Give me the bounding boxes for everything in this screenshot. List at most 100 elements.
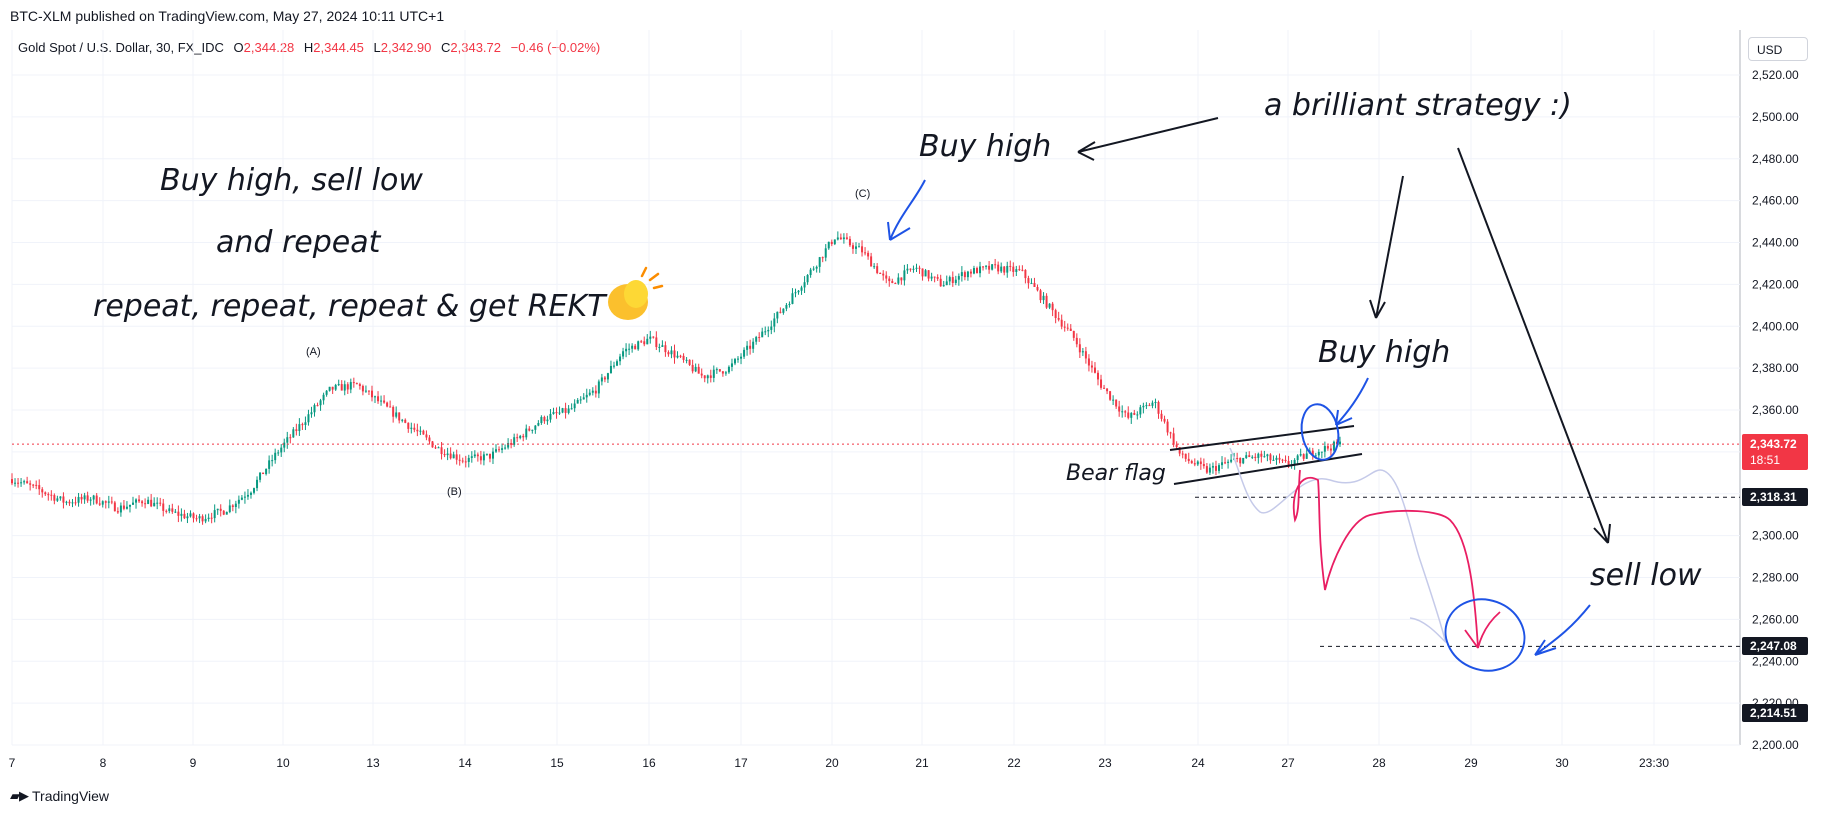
candle-body bbox=[337, 384, 340, 386]
candle-body bbox=[1314, 455, 1317, 457]
candle-body bbox=[1275, 457, 1278, 460]
candle-body bbox=[1254, 456, 1257, 458]
candle-body bbox=[1000, 266, 1003, 272]
candle-body bbox=[1139, 407, 1142, 415]
candle-body bbox=[634, 345, 637, 350]
candle-body bbox=[909, 268, 912, 270]
candle-body bbox=[870, 256, 873, 267]
candle-body bbox=[1260, 453, 1263, 457]
candle-body bbox=[718, 369, 721, 372]
candle-body bbox=[851, 245, 854, 249]
candle-body bbox=[86, 495, 89, 501]
current-price-badge: 2,343.72 18:51 bbox=[1742, 434, 1808, 470]
candle-body bbox=[17, 482, 20, 484]
candle-body bbox=[228, 505, 231, 512]
currency-button[interactable]: USD bbox=[1748, 37, 1808, 61]
high-value: 2,344.45 bbox=[313, 40, 364, 55]
footer-brand-label: TradingView bbox=[32, 788, 110, 804]
candle-body bbox=[482, 454, 485, 461]
wave-label-b[interactable]: (B) bbox=[447, 486, 462, 498]
annotation-buy-high-2[interactable]: Buy high bbox=[1318, 335, 1450, 370]
footer-brand[interactable]: ▰▶ TradingView bbox=[10, 788, 109, 804]
wave-label-c[interactable]: (C) bbox=[855, 188, 870, 200]
time-tick-label: 17 bbox=[734, 756, 748, 770]
candle-body bbox=[897, 277, 900, 284]
price-tick-label: 2,500.00 bbox=[1752, 110, 1799, 124]
candle-body bbox=[1021, 269, 1024, 271]
bear-flag-lower-line[interactable] bbox=[1173, 453, 1363, 485]
annotation-and-repeat[interactable]: and repeat bbox=[216, 225, 382, 260]
arrow-buy-high-2 bbox=[1335, 377, 1369, 426]
candle-body bbox=[1018, 269, 1021, 271]
candle-body bbox=[552, 412, 555, 414]
candle-body bbox=[1184, 453, 1187, 459]
candle-body bbox=[92, 495, 95, 500]
candle-body bbox=[885, 275, 888, 279]
candle-body bbox=[537, 422, 540, 426]
candle-body bbox=[1118, 406, 1121, 412]
candle-body bbox=[1175, 444, 1178, 448]
time-tick-label: 29 bbox=[1464, 756, 1478, 770]
candle-body bbox=[803, 282, 806, 288]
price-tick-label: 2,520.00 bbox=[1752, 68, 1799, 82]
wave-label-a[interactable]: (A) bbox=[306, 346, 321, 358]
candle-body bbox=[458, 459, 461, 461]
candle-body bbox=[703, 375, 706, 379]
candle-body bbox=[818, 257, 821, 267]
candle-body bbox=[440, 447, 443, 455]
candle-body bbox=[655, 337, 658, 348]
annotation-get-rekt[interactable]: repeat, repeat, repeat & get REKT bbox=[93, 289, 608, 324]
candle-body bbox=[334, 384, 337, 390]
candle-body bbox=[216, 508, 219, 511]
level-3-value: 2,214.51 bbox=[1750, 706, 1797, 720]
candle-body bbox=[612, 365, 615, 367]
candle-body bbox=[507, 442, 510, 448]
candle-body bbox=[988, 265, 991, 270]
candle-body bbox=[782, 308, 785, 313]
candle-body bbox=[59, 496, 62, 499]
candle-body bbox=[262, 472, 265, 475]
annotation-buy-high-sell-low[interactable]: Buy high, sell low bbox=[160, 163, 423, 198]
candle-body bbox=[383, 400, 386, 403]
price-tick-label: 2,360.00 bbox=[1752, 403, 1799, 417]
annotation-bear-flag[interactable]: Bear flag bbox=[1066, 461, 1166, 486]
candle-body bbox=[797, 290, 800, 293]
candle-body bbox=[62, 496, 65, 503]
time-tick-label: 14 bbox=[458, 756, 472, 770]
candle-body bbox=[231, 505, 234, 507]
candle-body bbox=[809, 269, 812, 276]
candle-body bbox=[867, 252, 870, 257]
candle-body bbox=[534, 425, 537, 430]
candle-body bbox=[1214, 466, 1217, 471]
price-tick-label: 2,420.00 bbox=[1752, 277, 1799, 291]
candle-body bbox=[1217, 465, 1220, 471]
candle-body bbox=[222, 510, 225, 515]
candle-body bbox=[715, 369, 718, 371]
circle-sell-low bbox=[1444, 598, 1526, 672]
symbol-name[interactable]: Gold Spot / U.S. Dollar, 30, FX_IDC bbox=[18, 40, 224, 55]
candle-body bbox=[71, 502, 74, 504]
candle-body bbox=[697, 366, 700, 374]
candle-body bbox=[891, 281, 894, 284]
candle-body bbox=[918, 267, 921, 269]
bar-countdown: 18:51 bbox=[1750, 453, 1780, 467]
candle-body bbox=[183, 513, 186, 519]
bear-flag-upper-line[interactable] bbox=[1169, 425, 1355, 451]
candle-body bbox=[1339, 441, 1341, 445]
candle-body bbox=[1106, 388, 1109, 392]
candle-body bbox=[573, 403, 576, 409]
annotation-buy-high-1[interactable]: Buy high bbox=[919, 129, 1051, 164]
time-tick-label: 23 bbox=[1098, 756, 1112, 770]
annotation-sell-low[interactable]: sell low bbox=[1590, 558, 1702, 593]
candle-body bbox=[501, 448, 504, 450]
candle-body bbox=[637, 341, 640, 350]
annotation-brilliant-strategy[interactable]: a brilliant strategy :) bbox=[1264, 88, 1572, 123]
time-tick-label: 21 bbox=[915, 756, 929, 770]
candle-body bbox=[664, 345, 667, 353]
candle-body bbox=[219, 508, 222, 511]
candle-body bbox=[434, 447, 437, 449]
time-tick-label: 9 bbox=[190, 756, 197, 770]
candle-body bbox=[461, 460, 464, 462]
candle-body bbox=[246, 494, 249, 497]
